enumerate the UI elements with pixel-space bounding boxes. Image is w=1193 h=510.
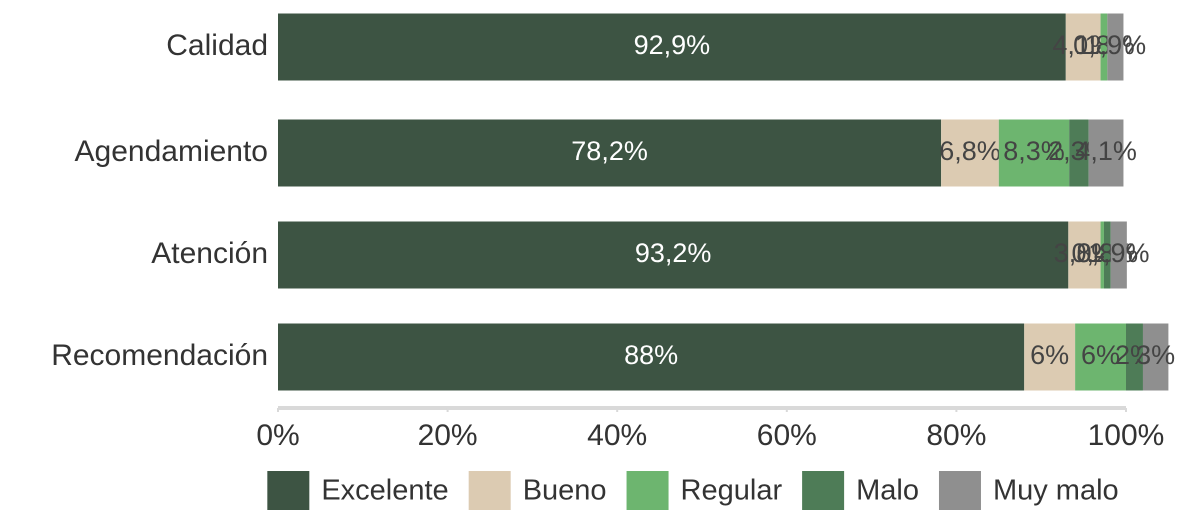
bar-segment bbox=[1142, 323, 1169, 391]
value-label: 3% bbox=[1136, 340, 1175, 370]
category-label: Recomendación bbox=[51, 339, 268, 372]
legend-label: Malo bbox=[856, 475, 919, 507]
value-label: 8,3% bbox=[1003, 136, 1065, 166]
bar-segment bbox=[278, 323, 1025, 391]
value-label: 6,8% bbox=[939, 136, 1001, 166]
bar-segment bbox=[278, 13, 1066, 81]
bar-segment bbox=[1100, 13, 1108, 81]
legend-label: Bueno bbox=[523, 475, 607, 507]
value-label: 0,8% bbox=[1077, 238, 1139, 268]
legend-swatch bbox=[938, 471, 981, 510]
bar-segment bbox=[1110, 221, 1127, 289]
value-label: 4,1% bbox=[1075, 136, 1137, 166]
legend-label: Regular bbox=[681, 475, 783, 507]
category-label: Atención bbox=[151, 237, 268, 270]
x-tick-label: 60% bbox=[757, 419, 817, 452]
x-tick-label: 20% bbox=[418, 419, 478, 452]
value-label: 88% bbox=[624, 340, 678, 370]
legend-swatch bbox=[802, 471, 845, 510]
value-label: 93,2% bbox=[635, 238, 712, 268]
x-tick-label: 80% bbox=[926, 419, 986, 452]
x-tick-label: 40% bbox=[587, 419, 647, 452]
bar-segment bbox=[1075, 323, 1126, 391]
value-label: 1,9% bbox=[1085, 30, 1147, 60]
bar-segment bbox=[1024, 323, 1076, 391]
bar-segment bbox=[278, 119, 942, 187]
x-tick-label: 100% bbox=[1088, 419, 1165, 452]
value-label: 78,2% bbox=[571, 136, 648, 166]
legend-label: Muy malo bbox=[993, 475, 1119, 507]
bar-segment bbox=[1103, 221, 1111, 289]
value-label: 6% bbox=[1081, 340, 1120, 370]
bar-segment bbox=[1088, 119, 1124, 187]
value-label: 1,9% bbox=[1088, 238, 1150, 268]
value-label: 0,8% bbox=[1073, 30, 1135, 60]
bar-segment bbox=[1100, 221, 1104, 289]
bar-segment bbox=[1107, 13, 1124, 81]
bar-segment bbox=[1069, 119, 1089, 187]
bar-segment bbox=[278, 221, 1069, 289]
category-label: Calidad bbox=[166, 29, 268, 62]
value-label: 6% bbox=[1030, 340, 1069, 370]
value-label: 92,9% bbox=[634, 30, 711, 60]
bar-segment bbox=[1068, 221, 1101, 289]
category-label: Agendamiento bbox=[75, 135, 268, 168]
legend-swatch bbox=[626, 471, 669, 510]
bar-segment bbox=[998, 119, 1070, 187]
bar-segment bbox=[1126, 323, 1143, 391]
bar-segment bbox=[1065, 13, 1101, 81]
legend-swatch bbox=[267, 471, 310, 510]
legend-swatch bbox=[468, 471, 511, 510]
legend-label: Excelente bbox=[321, 475, 448, 507]
x-tick-label: 0% bbox=[256, 419, 299, 452]
bar-segment bbox=[941, 119, 999, 187]
